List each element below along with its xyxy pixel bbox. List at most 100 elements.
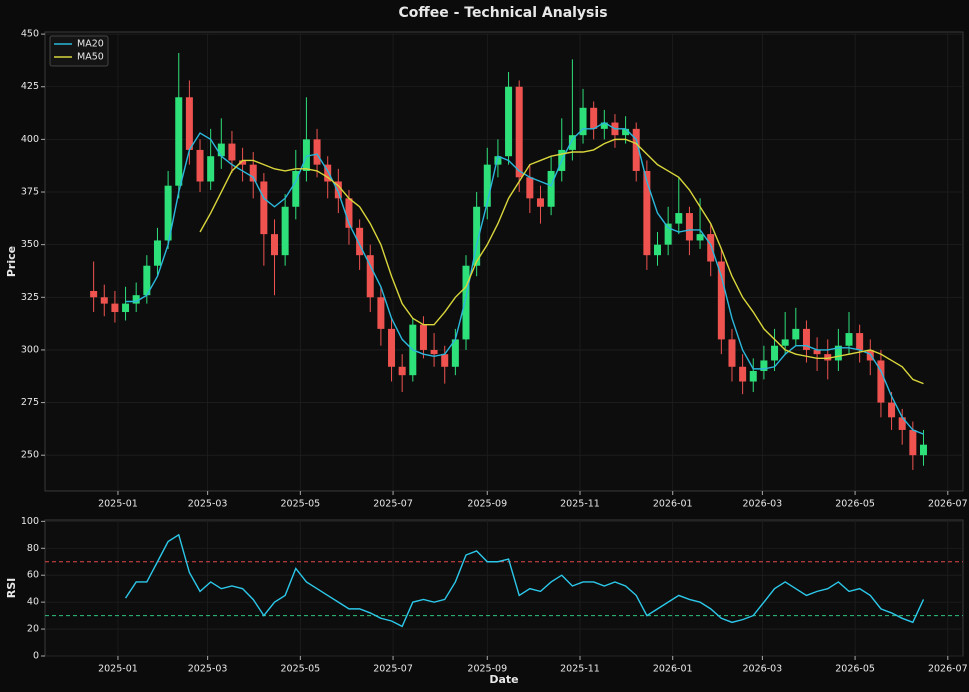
- candle-body: [919, 444, 927, 456]
- candle-body: [419, 324, 427, 350]
- candle-body: [239, 160, 247, 165]
- y-tick-label: 100: [21, 516, 39, 527]
- candle-body: [909, 429, 917, 456]
- candle-body: [356, 227, 364, 256]
- candle-body: [568, 135, 576, 150]
- candle-body: [696, 234, 704, 241]
- candle-body: [217, 143, 225, 157]
- candle-body: [675, 213, 683, 224]
- candle-body: [494, 156, 502, 165]
- candle-body: [898, 417, 906, 430]
- candle-body: [462, 265, 470, 340]
- candle-body: [164, 185, 172, 241]
- candle-body: [505, 86, 513, 157]
- candle-body: [536, 198, 544, 207]
- candle-body: [271, 234, 278, 256]
- candle-body: [377, 297, 385, 329]
- y-axis-label: Price: [5, 246, 18, 277]
- candle-body: [483, 164, 491, 207]
- y-tick-label: 250: [21, 450, 39, 461]
- candle-body: [451, 339, 459, 367]
- candle-body: [388, 328, 396, 367]
- plot-area: [44, 519, 964, 657]
- candle-body: [430, 349, 438, 355]
- y-tick-label: 80: [27, 543, 39, 554]
- candle-body: [664, 223, 672, 245]
- candle-body: [802, 328, 810, 350]
- plot-area: [44, 31, 964, 492]
- y-tick-label: 350: [21, 239, 39, 250]
- x-tick-label: 2025-07: [373, 499, 413, 510]
- candle-body: [515, 86, 523, 178]
- chart-title: Coffee - Technical Analysis: [398, 5, 607, 21]
- candle-body: [526, 177, 534, 199]
- candle-body: [249, 164, 257, 182]
- x-tick-label: 2026-03: [743, 499, 783, 510]
- candle-body: [196, 149, 204, 182]
- x-axis-label: Date: [489, 673, 518, 686]
- candle-body: [632, 128, 640, 171]
- y-tick-label: 60: [27, 570, 39, 581]
- candle-body: [856, 333, 864, 350]
- candle-body: [877, 360, 885, 403]
- candle-body: [792, 328, 800, 340]
- candle-body: [600, 122, 608, 129]
- candle-body: [781, 339, 789, 346]
- y-tick-label: 400: [21, 134, 39, 145]
- candle-body: [760, 360, 768, 371]
- candle-body: [207, 156, 215, 182]
- candle-body: [685, 213, 693, 241]
- candle-body: [185, 97, 193, 150]
- candle-body: [749, 370, 757, 382]
- series-line: [199, 138, 924, 385]
- legend: MA20 MA50: [49, 35, 109, 67]
- candle-body: [228, 143, 236, 161]
- candle-body: [579, 107, 587, 136]
- candle-body: [834, 345, 842, 361]
- x-tick-label: 2026-01: [653, 499, 693, 510]
- candle-body: [153, 240, 161, 266]
- series-line: [124, 533, 925, 628]
- x-tick-label: 2026-05: [835, 664, 875, 675]
- x-tick-label: 2025-09: [467, 499, 507, 510]
- y-axis-label: RSI: [5, 578, 18, 599]
- x-tick-label: 2025-05: [280, 499, 320, 510]
- candle-body: [643, 170, 651, 256]
- candle-body: [473, 206, 481, 266]
- y-tick-label: 425: [21, 81, 39, 92]
- candle-body: [771, 345, 779, 361]
- x-tick-label: 2026-01: [653, 664, 693, 675]
- y-tick-label: 275: [21, 397, 39, 408]
- x-tick-label: 2025-11: [560, 499, 600, 510]
- x-tick-label: 2025-01: [98, 499, 138, 510]
- candle-body: [90, 290, 98, 298]
- y-tick-label: 375: [21, 187, 39, 198]
- candle-body: [441, 354, 449, 367]
- candle-body: [313, 139, 321, 165]
- x-tick-label: 2026-03: [743, 664, 783, 675]
- candle-body: [739, 366, 747, 382]
- candle-body: [292, 170, 300, 207]
- candle-body: [717, 261, 725, 340]
- x-tick-label: 2026-07: [928, 664, 968, 675]
- candle-body: [824, 354, 832, 361]
- legend-label: MA20: [77, 39, 104, 50]
- y-tick-label: 40: [27, 597, 39, 608]
- x-tick-label: 2026-07: [928, 499, 968, 510]
- y-tick-label: 325: [21, 292, 39, 303]
- candle-body: [547, 170, 555, 207]
- x-tick-label: 2026-05: [835, 499, 875, 510]
- candle-body: [132, 295, 140, 304]
- candle-body: [302, 139, 310, 171]
- candle-body: [175, 97, 183, 186]
- y-tick-label: 450: [21, 29, 39, 40]
- x-tick-label: 2025-01: [98, 664, 138, 675]
- candle-body: [122, 303, 130, 313]
- candle-body: [100, 297, 108, 304]
- x-tick-label: 2025-05: [280, 664, 320, 675]
- candle-body: [334, 181, 342, 199]
- candle-body: [707, 234, 715, 262]
- x-tick-label: 2025-11: [560, 664, 600, 675]
- candle-body: [813, 349, 821, 355]
